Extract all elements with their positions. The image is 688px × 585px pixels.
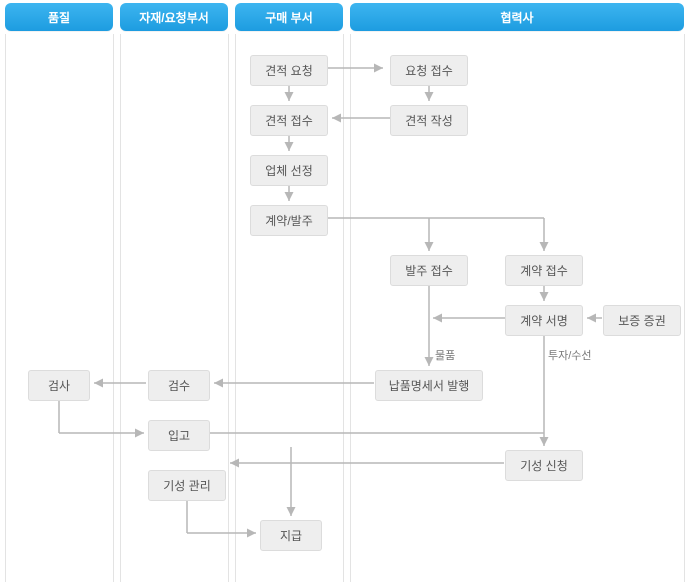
lane-border bbox=[350, 34, 351, 582]
flow-canvas: 품질 자재/요청부서 구매 부서 협력사 bbox=[0, 0, 688, 585]
node-delivery-doc: 납품명세서 발행 bbox=[375, 370, 483, 401]
node-po-recv: 발주 접수 bbox=[390, 255, 468, 286]
lane-header-partner: 협력사 bbox=[350, 3, 684, 31]
node-contract-recv: 계약 접수 bbox=[505, 255, 583, 286]
node-inbound: 입고 bbox=[148, 420, 210, 451]
lane-border bbox=[343, 34, 344, 582]
lane-border bbox=[113, 34, 114, 582]
node-vendor-sel: 업체 선정 bbox=[250, 155, 328, 186]
lane-border bbox=[235, 34, 236, 582]
lane-border bbox=[228, 34, 229, 582]
lane-header-quality: 품질 bbox=[5, 3, 113, 31]
arrows-layer bbox=[0, 0, 688, 585]
lane-header-material: 자재/요청부서 bbox=[120, 3, 228, 31]
node-req-recv: 요청 접수 bbox=[390, 55, 468, 86]
edge-label-goods: 물품 bbox=[435, 347, 455, 363]
lane-border bbox=[684, 34, 685, 582]
node-inspect: 검사 bbox=[28, 370, 90, 401]
lane-border bbox=[5, 34, 6, 582]
node-contract-po: 계약/발주 bbox=[250, 205, 328, 236]
node-rfq: 견적 요청 bbox=[250, 55, 328, 86]
node-quote-recv: 견적 접수 bbox=[250, 105, 328, 136]
node-progress-req: 기성 신청 bbox=[505, 450, 583, 481]
lane-header-purchase: 구매 부서 bbox=[235, 3, 343, 31]
node-bond: 보증 증권 bbox=[603, 305, 681, 336]
node-quote-make: 견적 작성 bbox=[390, 105, 468, 136]
node-accept: 검수 bbox=[148, 370, 210, 401]
node-progress-mgmt: 기성 관리 bbox=[148, 470, 226, 501]
lane-border bbox=[120, 34, 121, 582]
node-contract-sign: 계약 서명 bbox=[505, 305, 583, 336]
edge-label-invest: 투자/수선 bbox=[548, 347, 592, 363]
node-pay: 지급 bbox=[260, 520, 322, 551]
